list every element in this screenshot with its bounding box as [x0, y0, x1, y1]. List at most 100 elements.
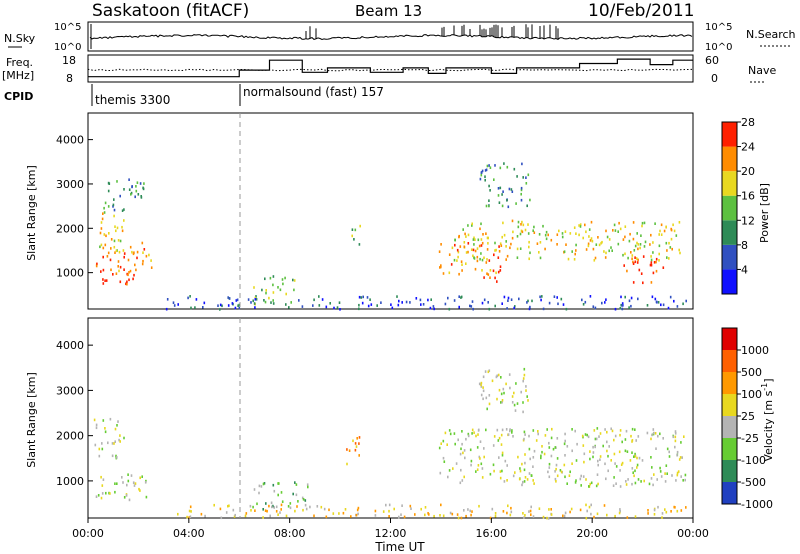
scatter-cell [113, 442, 115, 445]
scatter-cell [503, 480, 506, 483]
time-tick-label: 12:00 [375, 527, 407, 540]
scatter-cell [141, 475, 143, 478]
scatter-cell [640, 234, 642, 237]
scatter-cell [134, 263, 136, 267]
scatter-cell [663, 229, 666, 233]
scatter-cell [143, 248, 146, 251]
scatter-cell [674, 439, 677, 443]
scatter-cell [636, 261, 639, 264]
scatter-cell [682, 302, 684, 306]
scatter-cell [464, 232, 466, 236]
scatter-cell [479, 177, 482, 181]
scatter-cell [537, 430, 539, 433]
scatter-cell [360, 296, 363, 299]
scatter-cell [219, 507, 222, 511]
scatter-cell [127, 273, 129, 277]
scatter-cell [597, 482, 599, 486]
scatter-cell [97, 494, 100, 497]
scatter-cell [542, 515, 545, 519]
scatter-cell [643, 245, 646, 248]
scatter-cell [580, 474, 582, 478]
scatter-cell [462, 228, 464, 231]
scatter-cell [292, 492, 294, 496]
scatter-cell [522, 480, 524, 484]
scatter-cell [649, 243, 651, 246]
scatter-cell [497, 187, 500, 190]
scatter-cell [544, 434, 547, 437]
scatter-cell [313, 514, 315, 518]
scatter-cell [356, 508, 359, 512]
scatter-cell [351, 228, 354, 231]
scatter-cell [589, 457, 591, 461]
scatter-cell [527, 299, 529, 303]
scatter-cell [629, 459, 632, 462]
colorbar-tick-label: 100 [741, 388, 762, 401]
scatter-cell [669, 295, 672, 299]
scatter-cell [463, 241, 466, 244]
scatter-cell [597, 236, 599, 239]
scatter-cell [523, 516, 525, 519]
scatter-cell [388, 509, 390, 513]
scatter-cell [669, 246, 672, 249]
scatter-cell [321, 298, 324, 301]
scatter-cell [548, 441, 550, 445]
scatter-cell [583, 460, 585, 464]
scatter-cell [102, 278, 104, 281]
scatter-cell [129, 245, 132, 249]
scatter-cell [630, 434, 632, 438]
scatter-cell [650, 477, 653, 480]
scatter-cell [486, 258, 488, 261]
scatter-cell [494, 514, 497, 518]
scatter-cell [470, 459, 473, 463]
velocity-plot-frame [87, 317, 694, 519]
scatter-cell [116, 424, 118, 427]
colorbar-segment [722, 416, 737, 438]
scatter-cell [272, 291, 275, 294]
scatter-cell [475, 434, 477, 438]
scatter-cell [517, 455, 519, 459]
scatter-cell [554, 470, 556, 473]
scatter-cell [485, 261, 488, 264]
scatter-cell [571, 462, 573, 465]
scatter-cell [614, 434, 617, 438]
scatter-cell [264, 277, 266, 281]
velocity-y-ticks: 1000 2000 3000 4000 [56, 339, 93, 488]
scatter-cell [516, 247, 519, 251]
scatter-cell [139, 182, 142, 185]
scatter-cell [566, 482, 568, 485]
scatter-cell [238, 306, 241, 310]
scatter-cell [458, 295, 460, 298]
scatter-cell [511, 219, 514, 223]
scatter-cell [473, 236, 475, 240]
scatter-cell [520, 198, 523, 202]
scatter-cell [130, 474, 133, 477]
scatter-cell [564, 439, 566, 443]
scatter-cell [374, 514, 377, 517]
scatter-cell [189, 295, 191, 298]
scatter-cell [628, 239, 631, 243]
scatter-cell [519, 467, 521, 470]
scatter-cell [639, 246, 641, 250]
scatter-cell [505, 240, 507, 243]
scatter-cell [539, 256, 542, 260]
scatter-cell [544, 233, 547, 237]
scatter-cell [634, 244, 637, 248]
scatter-cell [564, 230, 567, 233]
scatter-cell [652, 483, 654, 487]
scatter-cell [618, 450, 621, 454]
scatter-cell [114, 427, 117, 431]
scatter-cell [673, 505, 675, 509]
scatter-cell [511, 395, 514, 398]
scatter-cell [469, 448, 472, 452]
scatter-cell [478, 244, 481, 248]
scatter-cell [613, 223, 616, 227]
scatter-cell [132, 481, 135, 484]
scatter-cell [189, 505, 192, 509]
scatter-cell [529, 457, 531, 461]
scatter-cell [560, 470, 563, 474]
scatter-cell [114, 251, 116, 254]
scatter-cell [652, 241, 654, 244]
scatter-cell [485, 396, 488, 400]
scatter-cell [118, 250, 121, 254]
scatter-cell [500, 401, 502, 404]
